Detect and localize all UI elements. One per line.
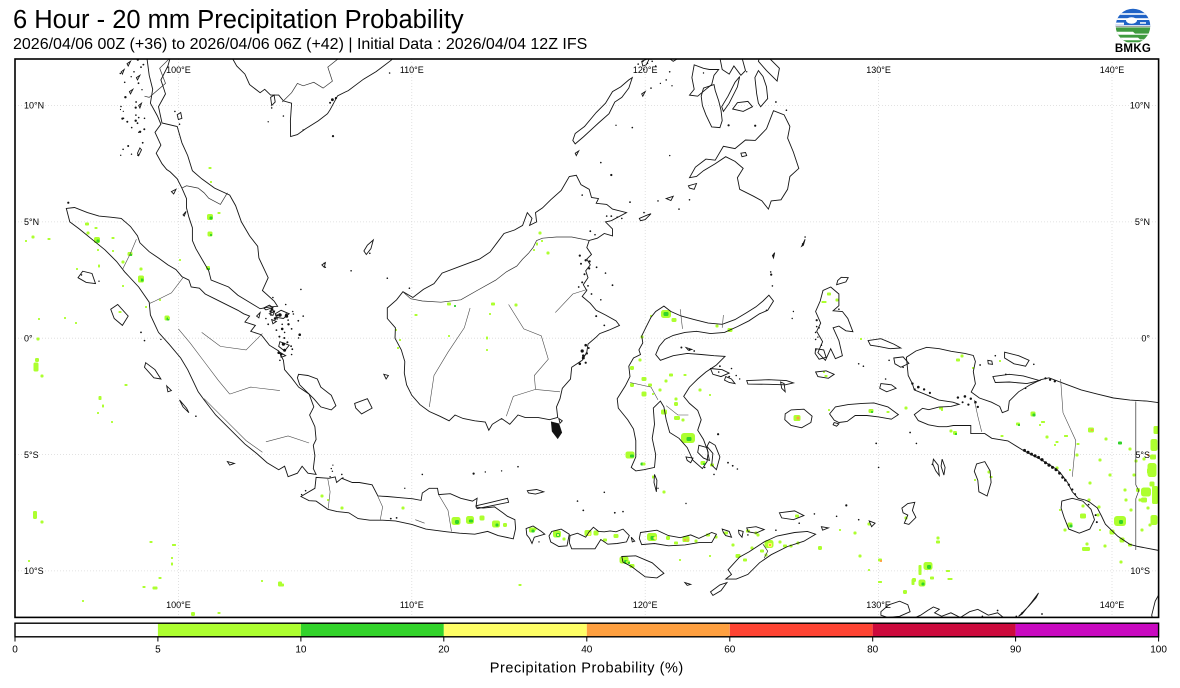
svg-text:2026/04/06 00Z (+36) to 2026/0: 2026/04/06 00Z (+36) to 2026/04/06 06Z (… (13, 36, 587, 53)
svg-text:20: 20 (438, 645, 450, 656)
svg-text:100°E: 100°E (166, 600, 191, 610)
svg-text:10°N: 10°N (24, 101, 44, 111)
svg-text:130°E: 130°E (866, 600, 891, 610)
svg-text:Precipitation Probability (%): Precipitation Probability (%) (490, 661, 684, 677)
svg-text:5: 5 (155, 645, 161, 656)
svg-text:90: 90 (1010, 645, 1022, 656)
svg-text:10°N: 10°N (1130, 101, 1150, 111)
svg-text:140°E: 140°E (1100, 600, 1125, 610)
svg-text:0: 0 (12, 645, 18, 656)
svg-text:80: 80 (867, 645, 879, 656)
svg-text:10°S: 10°S (24, 566, 44, 576)
svg-text:60: 60 (724, 645, 736, 656)
svg-text:140°E: 140°E (1100, 65, 1125, 75)
svg-text:40: 40 (581, 645, 593, 656)
svg-text:110°E: 110°E (400, 65, 424, 75)
svg-text:5°S: 5°S (1135, 450, 1150, 460)
svg-text:5°N: 5°N (1135, 217, 1150, 227)
svg-text:BMKG: BMKG (1115, 43, 1151, 55)
svg-text:5°S: 5°S (24, 450, 39, 460)
svg-text:6 Hour - 20 mm Precipitation P: 6 Hour - 20 mm Precipitation Probability (13, 6, 464, 34)
svg-text:0°: 0° (24, 333, 33, 343)
svg-text:120°E: 120°E (633, 65, 658, 75)
svg-text:130°E: 130°E (866, 65, 891, 75)
svg-text:110°E: 110°E (400, 600, 424, 610)
svg-text:100: 100 (1150, 645, 1167, 656)
svg-text:100°E: 100°E (166, 65, 191, 75)
svg-text:120°E: 120°E (633, 600, 658, 610)
svg-text:10°S: 10°S (1130, 566, 1150, 576)
svg-text:0°: 0° (1141, 333, 1150, 343)
svg-text:5°N: 5°N (24, 217, 39, 227)
svg-text:10: 10 (295, 645, 307, 656)
